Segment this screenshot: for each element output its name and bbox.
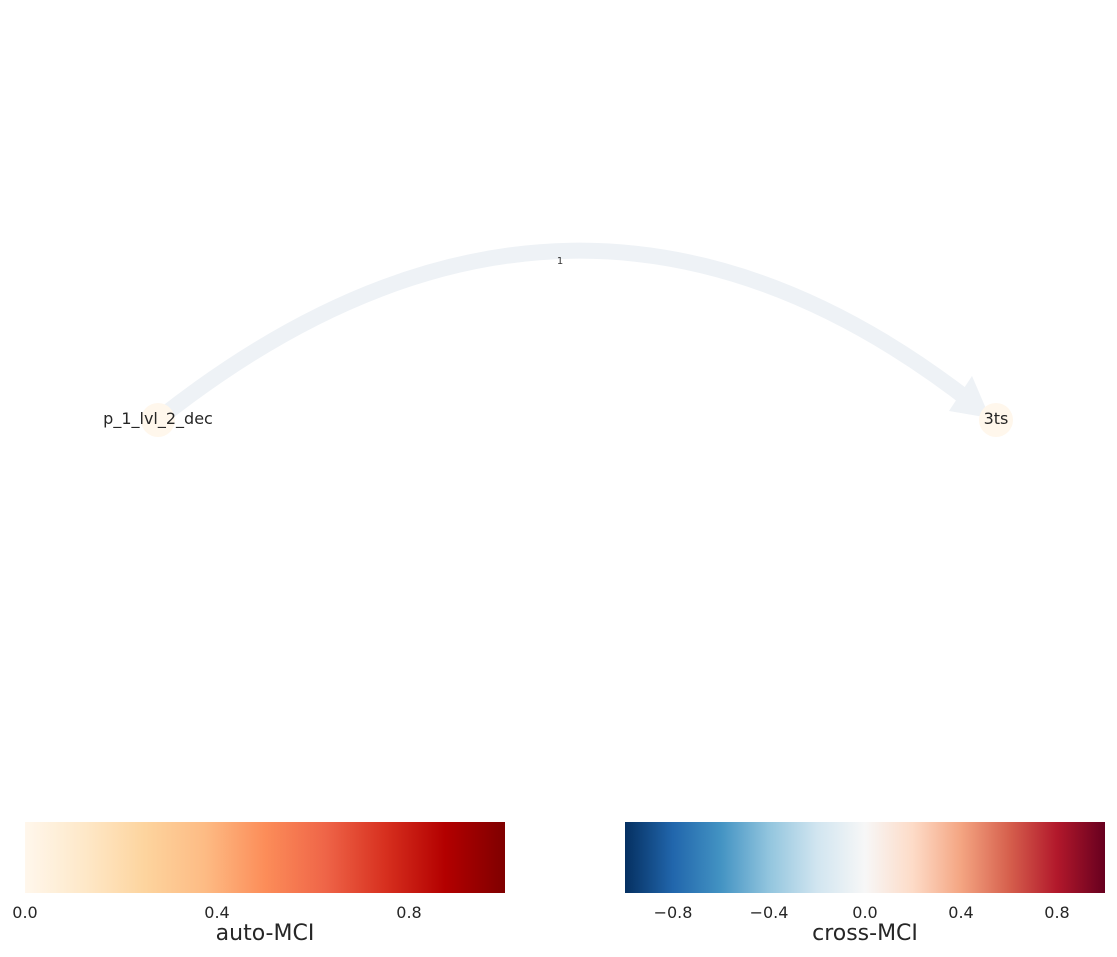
colorbar-tick-label: 0.4 — [948, 903, 973, 922]
auto-mci-gradient-bar — [25, 822, 505, 893]
cross-mci-gradient-bar — [625, 822, 1105, 893]
colorbar-tick-label: −0.4 — [750, 903, 789, 922]
cross-mci-colorbar: −0.8 −0.4 0.0 0.4 0.8 cross-MCI — [625, 822, 1105, 946]
edge-arc — [155, 242, 980, 425]
auto-mci-title: auto-MCI — [216, 921, 315, 946]
colorbar-tick-label: 0.0 — [12, 903, 37, 922]
node-circle — [141, 403, 175, 437]
colorbar-tick-label: 0.8 — [396, 903, 421, 922]
auto-mci-colorbar: 0.0 0.4 0.8 auto-MCI — [12, 822, 505, 946]
edge-link: 1 — [155, 242, 990, 425]
cross-mci-tick-labels: −0.8 −0.4 0.0 0.4 0.8 — [654, 903, 1070, 922]
node-label: p_1_lvl_2_dec — [103, 409, 213, 429]
colorbar-tick-label: 0.4 — [204, 903, 229, 922]
colorbar-tick-label: −0.8 — [654, 903, 693, 922]
colorbar-tick-label: 0.0 — [852, 903, 877, 922]
arrowhead-icon — [949, 376, 990, 418]
node-label: 3ts — [984, 409, 1009, 428]
node-3ts: 3ts — [979, 403, 1013, 437]
cross-mci-title: cross-MCI — [812, 921, 918, 946]
node-p-1-lvl-2-dec: p_1_lvl_2_dec — [103, 403, 213, 437]
edge-lag-label: 1 — [557, 256, 563, 267]
colorbar-tick-label: 0.8 — [1044, 903, 1069, 922]
auto-mci-tick-labels: 0.0 0.4 0.8 — [12, 903, 421, 922]
node-circle — [979, 403, 1013, 437]
